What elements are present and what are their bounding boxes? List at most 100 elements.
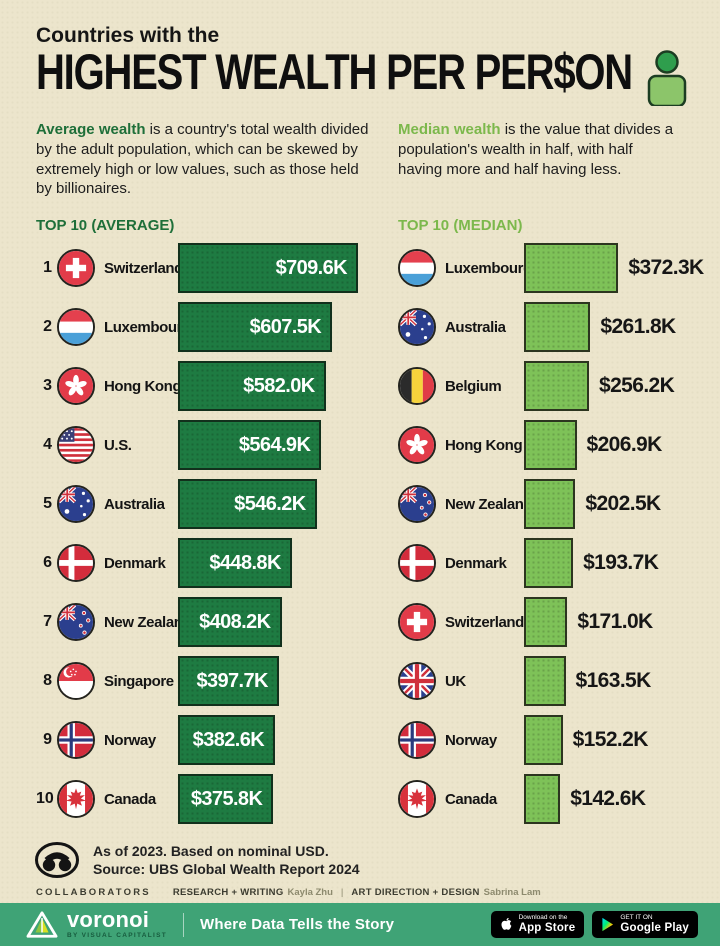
credit-name-2: Sabrina Lam [483, 887, 541, 899]
value-bar [524, 774, 561, 825]
value-bar [524, 656, 566, 707]
value-bar [524, 538, 574, 589]
credit-role-2: ART DIRECTION + DESIGN [351, 887, 480, 899]
voronoi-logo-icon [26, 910, 58, 938]
chart-row: 1 Switzerland $709.6K [36, 243, 398, 294]
google-play-badge[interactable]: GET IT ON Google Play [592, 911, 698, 938]
google-play-line-1: GET IT ON [620, 914, 653, 922]
flag-hong-kong-icon [57, 367, 95, 406]
source-note: As of 2023. Based on nominal USD. Source… [0, 841, 720, 879]
chart-row: Denmark $193.7K [398, 538, 720, 589]
binoculars-logo-icon [35, 842, 79, 879]
credit-role-1: RESEARCH + WRITING [172, 887, 284, 899]
google-play-badge-text: GET IT ON Google Play [620, 914, 689, 934]
flag-hong-kong-icon [398, 426, 436, 465]
brand-bar: voronoi BY VISUAL CAPITALIST Where Data … [0, 903, 720, 946]
average-definition: Average wealth is a country's total weal… [36, 120, 370, 199]
flag-uk-icon [398, 662, 436, 701]
chart-row: 3 Hong Kong $582.0K [36, 361, 398, 412]
value-label: $256.2K [599, 374, 675, 398]
country-label: Singapore [104, 672, 174, 690]
value-label: $582.0K [243, 374, 315, 397]
charts-section: TOP 10 (AVERAGE) 1 Switzerland $709.6K 2 Lux… [0, 217, 720, 833]
country-label: Denmark [445, 554, 507, 572]
chart-row: Norway $152.2K [398, 715, 720, 766]
country-label: UK [445, 672, 466, 690]
chart-row: Switzerland $171.0K [398, 597, 720, 648]
value-label: $372.3K [628, 256, 704, 280]
chart-row: 5 Australia $546.2K [36, 479, 398, 530]
flag-switzerland-icon [57, 249, 95, 288]
average-definition-text: is a country's total wealth divided by t… [36, 121, 369, 198]
flag-belgium-icon [398, 367, 436, 406]
country-label: Switzerland [104, 259, 183, 277]
rank-label: 6 [43, 554, 52, 572]
chart-row: Luxembourg $372.3K [398, 243, 720, 294]
median-definition: Median wealth is the value that divides … [398, 120, 674, 199]
median-chart-rows: Luxembourg $372.3K Australia $261.8K Belgium… [398, 243, 720, 825]
person-icon [647, 50, 687, 106]
chart-row: 4 U.S. $564.9K [36, 420, 398, 471]
chart-row: Canada $142.6K [398, 774, 720, 825]
median-definition-text: is the value that divides a population's… [398, 121, 674, 178]
value-bar: $546.2K [178, 479, 317, 530]
brand-subtitle: BY VISUAL CAPITALIST [67, 932, 168, 940]
value-bar: $582.0K [178, 361, 326, 412]
value-label: $152.2K [572, 728, 649, 752]
header: Countries with the HIGHEST WEALTH PER PE… [0, 24, 720, 98]
rank-label: 9 [43, 731, 52, 749]
value-bar [524, 361, 589, 412]
rank-label: 3 [43, 377, 52, 395]
country-label: Hong Kong [104, 377, 182, 395]
title-kicker: Countries with the [36, 24, 220, 47]
chart-row: New Zealand $202.5K [398, 479, 720, 530]
app-store-badge[interactable]: Download on the App Store [490, 911, 585, 938]
median-chart: TOP 10 (MEDIAN) Luxembourg $372.3K Austral… [398, 217, 720, 833]
chart-row: 8 Singapore $397.7K [36, 656, 398, 707]
value-bar: $375.8K [178, 774, 274, 825]
rank-label: 5 [43, 495, 52, 513]
value-bar: $709.6K [178, 243, 358, 294]
flag-denmark-icon [398, 544, 436, 583]
app-store-line-1: Download on the [518, 914, 568, 922]
value-label: $142.6K [570, 787, 646, 811]
brand-name: voronoi [67, 907, 150, 933]
chart-row: Australia $261.8K [398, 302, 720, 353]
value-bar [524, 420, 577, 471]
flag-denmark-icon [57, 544, 95, 583]
country-label: Luxembourg [104, 318, 191, 336]
average-chart-title: TOP 10 (AVERAGE) [36, 217, 175, 235]
credit-name-1: Kayla Zhu [287, 887, 333, 899]
country-label: New Zealand [104, 613, 192, 631]
note-line-2: Source: UBS Global Wealth Report 2024 [93, 861, 360, 878]
rank-label: 2 [43, 318, 52, 336]
value-bar [524, 243, 619, 294]
collaborators-label: COLLABORATORS [36, 887, 151, 899]
value-label: $709.6K [275, 256, 348, 279]
flag-canada-icon [57, 780, 95, 819]
average-definition-lead: Average wealth [36, 121, 146, 139]
app-store-badge-text: Download on the App Store [518, 914, 576, 934]
brand-block: voronoi BY VISUAL CAPITALIST [67, 909, 167, 940]
flag-new-zealand-icon [398, 485, 436, 524]
value-label: $408.2K [199, 610, 271, 633]
flag-singapore-icon [57, 662, 95, 701]
value-label: $202.5K [585, 492, 661, 516]
value-bar: $397.7K [178, 656, 279, 707]
apple-icon [501, 917, 511, 930]
country-label: Norway [445, 731, 497, 749]
app-store-line-2: App Store [518, 921, 576, 934]
note-line-1: As of 2023. Based on nominal USD. [93, 842, 329, 859]
rank-label: 4 [43, 436, 52, 454]
flag-canada-icon [398, 780, 436, 819]
flag-norway-icon [57, 721, 95, 760]
brand-tagline: Where Data Tells the Story [200, 916, 395, 933]
value-label: $163.5K [575, 669, 652, 693]
median-chart-title: TOP 10 (MEDIAN) [398, 217, 523, 235]
country-label: New Zealand [445, 495, 533, 513]
median-definition-lead: Median wealth [398, 121, 501, 139]
rank-label: 8 [43, 672, 52, 690]
value-label: $261.8K [600, 315, 676, 339]
chart-row: Hong Kong $206.9K [398, 420, 720, 471]
